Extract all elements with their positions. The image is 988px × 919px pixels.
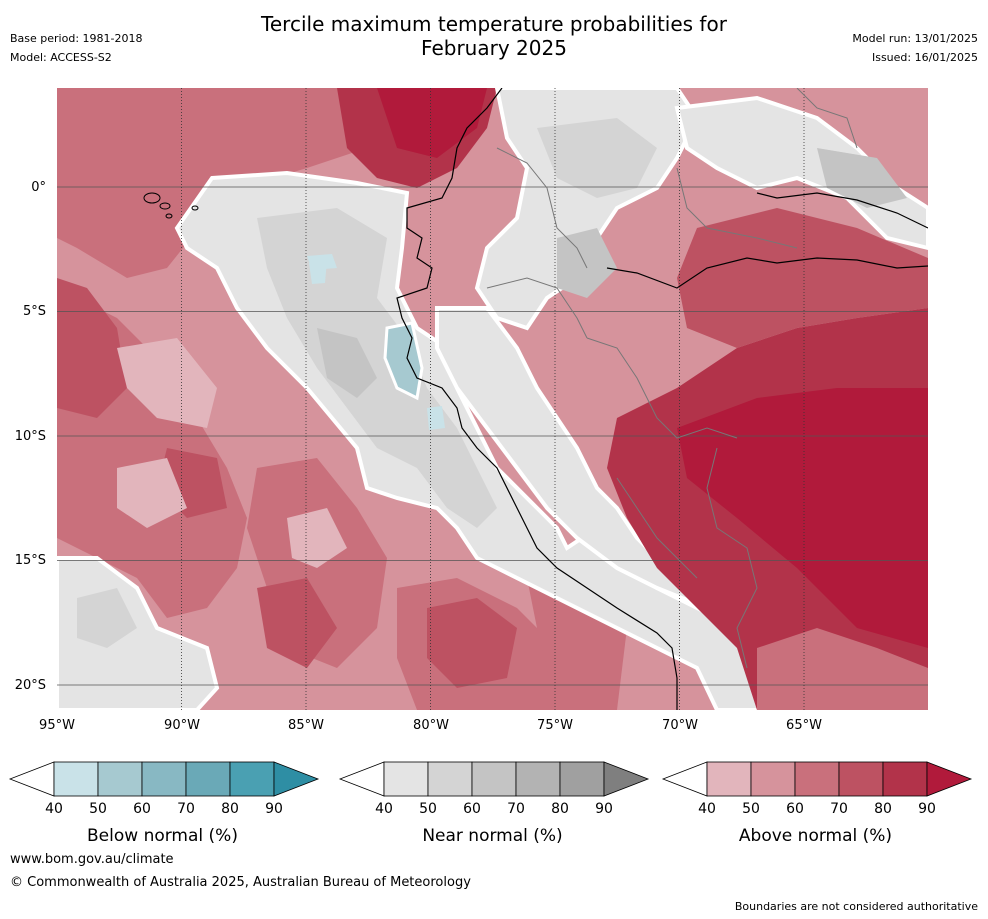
above-normal-bolivia-south bbox=[757, 628, 928, 710]
coastline-caribbean bbox=[756, 192, 928, 229]
colorbars bbox=[8, 761, 973, 797]
below-normal-patch-d bbox=[427, 406, 445, 430]
colorbar-tick-label: 60 bbox=[133, 801, 151, 817]
colorbar-segment bbox=[383, 761, 429, 797]
colorbar-tick-label: 90 bbox=[595, 801, 613, 817]
colorbar-tick-label: 60 bbox=[786, 801, 804, 817]
near-normal-colombia-core bbox=[557, 228, 617, 298]
lat-tick-15s: 15°S bbox=[14, 553, 46, 568]
lon-tick-80w: 80°W bbox=[413, 718, 449, 733]
map-title: Tercile maximum temperature probabilitie… bbox=[0, 12, 988, 60]
colorbar-above-normal bbox=[661, 761, 973, 797]
colorbar-extend-high bbox=[603, 761, 650, 797]
colorbar-tick-label: 80 bbox=[874, 801, 892, 817]
coastline-amazon-delta bbox=[606, 257, 928, 289]
colorbar-tick-label: 60 bbox=[463, 801, 481, 817]
near-normal-venezuela bbox=[674, 95, 928, 251]
colorbar-tick-label: 40 bbox=[375, 801, 393, 817]
colorbar-segment bbox=[53, 761, 99, 797]
ocean-warm-cores bbox=[57, 278, 517, 688]
colorbar-tick-label: 70 bbox=[830, 801, 848, 817]
colorbar-segment bbox=[559, 761, 605, 797]
issued-date: Issued: 16/01/2025 bbox=[871, 51, 978, 64]
colorbar-extend-high bbox=[926, 761, 973, 797]
colorbar-tick-label: 50 bbox=[419, 801, 437, 817]
colorbar-segment bbox=[882, 761, 928, 797]
base-period: Base period: 1981-2018 bbox=[10, 32, 143, 45]
colorbar-segment bbox=[229, 761, 275, 797]
near-normal-core bbox=[317, 328, 377, 398]
galapagos-islands bbox=[143, 192, 199, 219]
colorbar-below-normal bbox=[8, 761, 320, 797]
colorbar-tick-label: 40 bbox=[698, 801, 716, 817]
lat-tick-10s: 10°S bbox=[14, 429, 46, 444]
lon-tick-70w: 70°W bbox=[662, 718, 698, 733]
colorbar-segment bbox=[185, 761, 231, 797]
colorbar-tick-label: 80 bbox=[221, 801, 239, 817]
colorbar-segment bbox=[750, 761, 796, 797]
lon-tick-75w: 75°W bbox=[537, 718, 573, 733]
colorbar-extend-low bbox=[661, 761, 708, 797]
above-normal-amazon-north bbox=[677, 208, 928, 348]
lat-tick-5s: 5°S bbox=[22, 304, 46, 319]
colorbar-extend-low bbox=[338, 761, 385, 797]
colorbar-tick-label: 40 bbox=[45, 801, 63, 817]
model-name: Model: ACCESS-S2 bbox=[10, 51, 112, 64]
lon-tick-65w: 65°W bbox=[786, 718, 822, 733]
lon-tick-90w: 90°W bbox=[164, 718, 200, 733]
coastline-west-south-america bbox=[396, 88, 678, 710]
copyright-text: © Commonwealth of Australia 2025, Austra… bbox=[10, 875, 471, 890]
below-normal-patch-a bbox=[383, 321, 424, 401]
colorbar-extend-low bbox=[8, 761, 55, 797]
above-normal-panama-core bbox=[377, 88, 487, 158]
probability-map bbox=[57, 88, 928, 710]
colorbar-title-near: Near normal (%) bbox=[422, 826, 563, 846]
colorbar-title-below: Below normal (%) bbox=[87, 826, 238, 846]
colorbar-segment bbox=[515, 761, 561, 797]
colorbar-tick-label: 70 bbox=[177, 801, 195, 817]
colorbar-tick-label: 90 bbox=[265, 801, 283, 817]
lat-tick-20s: 20°S bbox=[14, 678, 46, 693]
colorbar-segment bbox=[706, 761, 752, 797]
colorbar-tick-label: 70 bbox=[507, 801, 525, 817]
colorbar-near-normal bbox=[338, 761, 650, 797]
country-borders bbox=[486, 88, 858, 669]
colorbar-segment bbox=[141, 761, 187, 797]
boundaries-disclaimer: Boundaries are not considered authoritat… bbox=[734, 900, 978, 913]
title-line-2: February 2025 bbox=[421, 36, 567, 60]
above-normal-amazon-core bbox=[677, 388, 928, 648]
lon-tick-85w: 85°W bbox=[288, 718, 324, 733]
colorbar-tick-label: 50 bbox=[742, 801, 760, 817]
near-normal-venezuela-core bbox=[817, 148, 907, 208]
colorbar-tick-label: 90 bbox=[918, 801, 936, 817]
colorbar-tick-label: 80 bbox=[551, 801, 569, 817]
lon-tick-95w: 95°W bbox=[39, 718, 75, 733]
colorbar-segment bbox=[838, 761, 884, 797]
colorbar-segment bbox=[427, 761, 473, 797]
colorbar-extend-high bbox=[273, 761, 320, 797]
model-run-date: Model run: 13/01/2025 bbox=[852, 32, 978, 45]
colorbar-title-above: Above normal (%) bbox=[738, 826, 893, 846]
ocean-pale-patches bbox=[117, 338, 347, 568]
lat-tick-0: 0° bbox=[31, 180, 46, 195]
near-normal-southwest-inner bbox=[77, 588, 137, 648]
colorbar-segment bbox=[471, 761, 517, 797]
website-link[interactable]: www.bom.gov.au/climate bbox=[10, 852, 174, 867]
title-line-1: Tercile maximum temperature probabilitie… bbox=[261, 12, 727, 36]
below-normal-patch-c bbox=[309, 260, 327, 284]
colorbar-tick-label: 50 bbox=[89, 801, 107, 817]
colorbar-segment bbox=[794, 761, 840, 797]
map-gridlines bbox=[57, 186, 928, 686]
near-normal-colombia-inner bbox=[537, 118, 657, 198]
near-normal-inner bbox=[257, 208, 497, 528]
colorbar-segment bbox=[97, 761, 143, 797]
